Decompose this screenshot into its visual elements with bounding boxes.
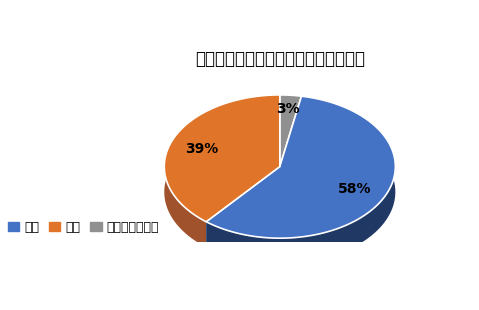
Polygon shape — [280, 95, 301, 122]
Polygon shape — [206, 96, 395, 264]
Legend: 満足, 不満, どちらでもない: 満足, 不満, どちらでもない — [3, 216, 164, 239]
Polygon shape — [164, 95, 280, 222]
Text: 3%: 3% — [276, 102, 299, 117]
Polygon shape — [206, 96, 395, 238]
Text: 58%: 58% — [338, 182, 372, 196]
Polygon shape — [164, 95, 280, 247]
Text: 39%: 39% — [185, 142, 218, 156]
Text: ハリアーのエクステリア・満足度調査: ハリアーのエクステリア・満足度調査 — [195, 50, 365, 68]
Polygon shape — [280, 95, 301, 166]
